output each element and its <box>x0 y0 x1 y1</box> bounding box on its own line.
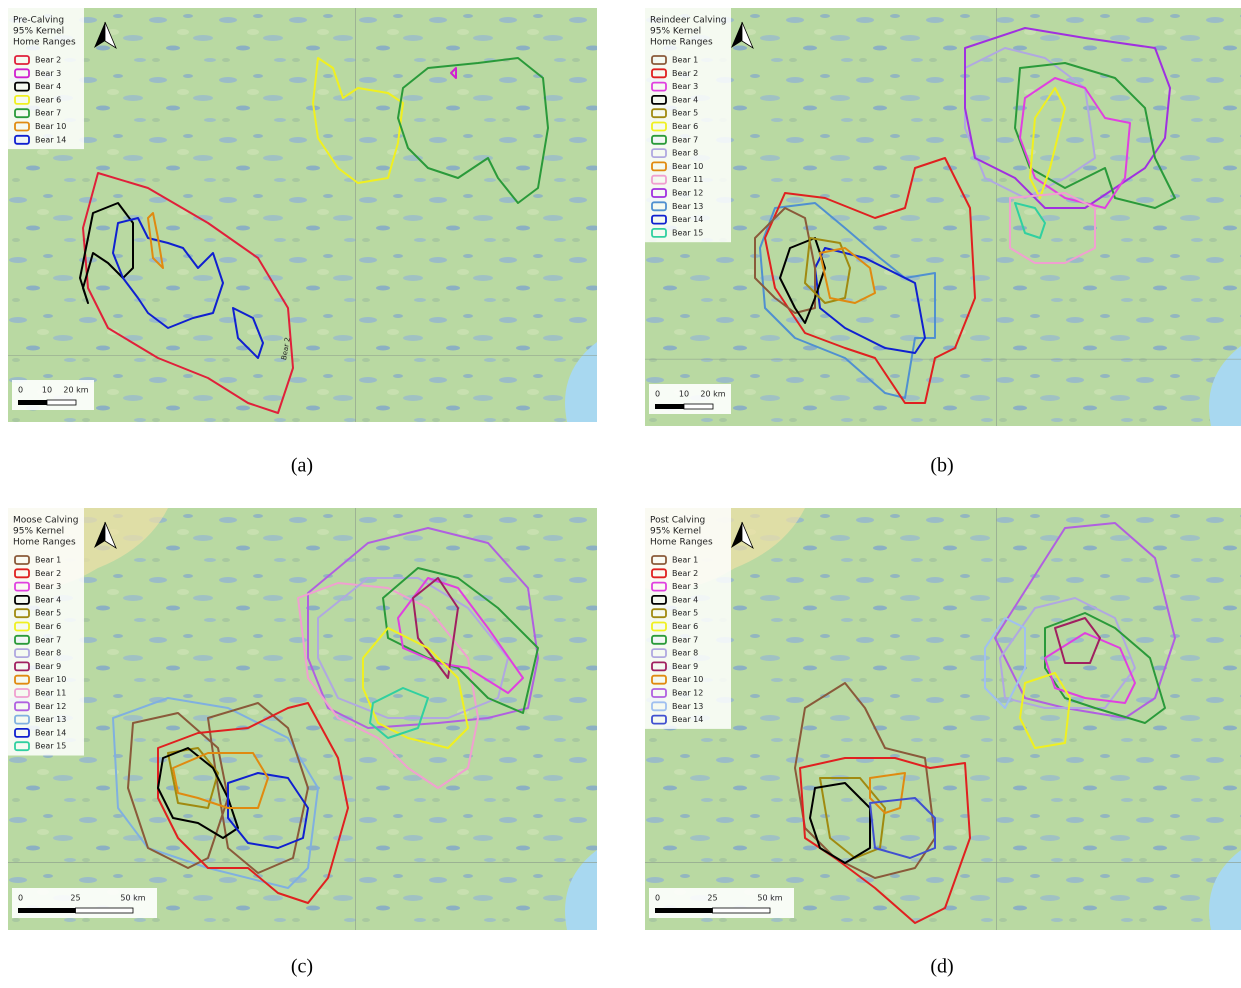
legend-label: Bear 10 <box>672 675 703 684</box>
legend-title: Home Ranges <box>13 38 76 48</box>
legend-title: 95% Kernel <box>13 27 64 37</box>
legend-label: Bear 11 <box>672 175 703 184</box>
scale-label: 25 <box>70 894 80 903</box>
legend-label: Bear 10 <box>35 675 66 684</box>
legend-label: Bear 3 <box>672 582 698 591</box>
scale-bar <box>47 400 76 405</box>
legend-label: Bear 3 <box>35 69 61 78</box>
legend-label: Bear 8 <box>672 649 698 658</box>
legend-label: Bear 15 <box>672 228 703 237</box>
legend-label: Bear 14 <box>35 728 66 737</box>
scale-bar <box>655 908 713 913</box>
legend-label: Bear 7 <box>672 135 698 144</box>
legend-label: Bear 4 <box>672 595 698 604</box>
legend-title: Post Calving <box>650 516 705 526</box>
legend-label: Bear 1 <box>672 56 698 65</box>
legend-title: Home Ranges <box>650 538 713 548</box>
legend-label: Bear 11 <box>35 689 66 698</box>
scale-label: 50 km <box>120 894 145 903</box>
legend-title: Home Ranges <box>650 38 713 48</box>
legend-title: Moose Calving <box>13 516 78 526</box>
scale-bar <box>655 404 684 409</box>
legend-label: Bear 13 <box>672 202 703 211</box>
legend-label: Bear 4 <box>35 82 61 91</box>
legend-label: Bear 3 <box>35 582 61 591</box>
scale-bar <box>713 908 771 913</box>
scale-label: 10 <box>679 390 689 399</box>
legend-title: Home Ranges <box>13 538 76 548</box>
legend-label: Bear 3 <box>672 82 698 91</box>
legend-label: Bear 7 <box>672 635 698 644</box>
legend-label: Bear 2 <box>35 56 61 65</box>
scale-bar <box>684 404 713 409</box>
legend-label: Bear 2 <box>672 69 698 78</box>
map-background <box>8 8 597 422</box>
scale-label: 0 <box>18 894 23 903</box>
legend-title: 95% Kernel <box>13 527 64 537</box>
legend-label: Bear 5 <box>672 109 698 118</box>
legend-label: Bear 5 <box>672 609 698 618</box>
legend-label: Bear 12 <box>35 702 66 711</box>
map-background <box>8 508 597 930</box>
legend-label: Bear 1 <box>35 556 61 565</box>
legend-label: Bear 1 <box>672 556 698 565</box>
scale-box <box>12 888 157 918</box>
scale-box <box>649 384 731 414</box>
legend-label: Bear 13 <box>672 702 703 711</box>
map-background <box>645 8 1241 426</box>
legend-label: Bear 4 <box>672 95 698 104</box>
legend-label: Bear 14 <box>672 715 703 724</box>
legend-label: Bear 9 <box>35 662 61 671</box>
legend-label: Bear 8 <box>672 149 698 158</box>
legend-title: Pre-Calving <box>13 16 64 26</box>
legend-label: Bear 7 <box>35 109 61 118</box>
legend-label: Bear 13 <box>35 715 66 724</box>
scale-label: 10 <box>42 386 52 395</box>
legend-title: 95% Kernel <box>650 27 701 37</box>
legend-title: 95% Kernel <box>650 527 701 537</box>
legend-label: Bear 4 <box>35 595 61 604</box>
scale-label: 0 <box>655 390 660 399</box>
legend-label: Bear 12 <box>672 189 703 198</box>
legend-label: Bear 2 <box>35 569 61 578</box>
scale-bar <box>76 908 134 913</box>
figure: Bear 2Pre-Calving95% KernelHome RangesBe… <box>0 0 1241 984</box>
scale-box <box>12 380 94 410</box>
scale-label: 25 <box>707 894 717 903</box>
legend-label: Bear 6 <box>672 622 698 631</box>
scale-bar <box>18 400 47 405</box>
scale-label: 20 km <box>63 386 88 395</box>
legend-label: Bear 6 <box>35 95 61 104</box>
scale-label: 20 km <box>700 390 725 399</box>
panel-caption: (b) <box>930 455 953 477</box>
legend-label: Bear 14 <box>672 215 703 224</box>
legend-label: Bear 8 <box>35 649 61 658</box>
legend-label: Bear 10 <box>35 122 66 131</box>
legend-label: Bear 15 <box>35 742 66 751</box>
panel-caption: (c) <box>291 956 313 978</box>
legend-label: Bear 7 <box>35 635 61 644</box>
panel-caption: (a) <box>291 455 313 477</box>
legend-label: Bear 14 <box>35 135 66 144</box>
map-panel: Bear 2 Pre-Calving95% KernelHome Ranges Be… <box>8 8 597 422</box>
legend-label: Bear 12 <box>672 689 703 698</box>
scale-label: 50 km <box>757 894 782 903</box>
legend-label: Bear 6 <box>672 122 698 131</box>
panel-caption: (d) <box>930 956 953 978</box>
legend-label: Bear 10 <box>672 162 703 171</box>
legend-title: Reindeer Calving <box>650 16 726 26</box>
legend-label: Bear 9 <box>672 662 698 671</box>
scale-label: 0 <box>655 894 660 903</box>
map-panel: Reindeer Calving95% KernelHome Ranges Bea… <box>645 8 1241 426</box>
scale-box <box>649 888 794 918</box>
legend-label: Bear 6 <box>35 622 61 631</box>
map-panel: Moose Calving95% KernelHome Ranges Bear 1… <box>8 508 597 930</box>
scale-bar <box>18 908 76 913</box>
legend-label: Bear 5 <box>35 609 61 618</box>
scale-label: 0 <box>18 386 23 395</box>
legend-label: Bear 2 <box>672 569 698 578</box>
